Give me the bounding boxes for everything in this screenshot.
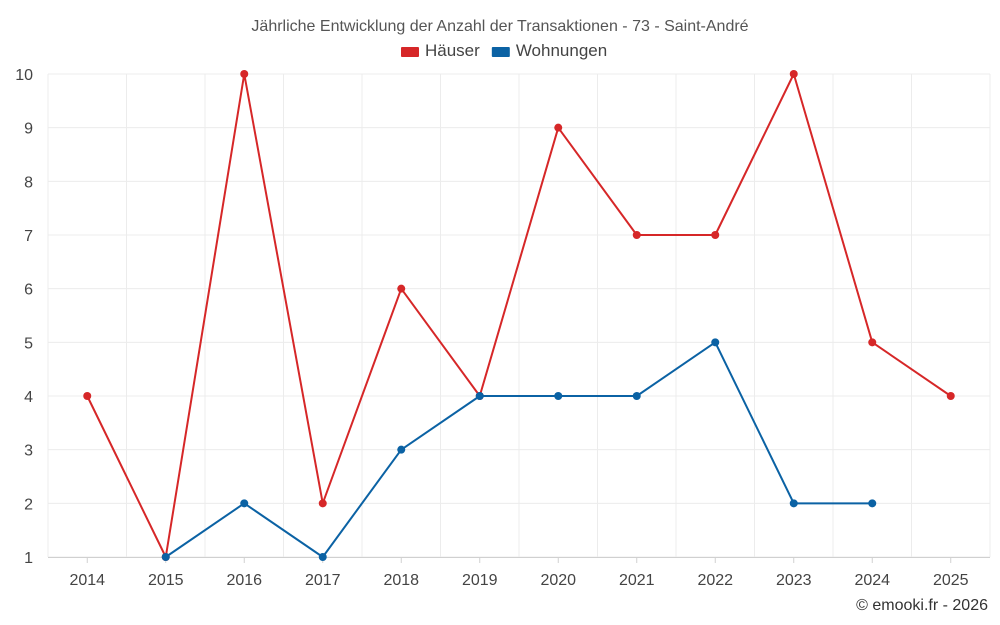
legend-swatch xyxy=(401,47,419,57)
grid xyxy=(47,73,991,558)
y-tick-label: 4 xyxy=(24,389,33,406)
data-point[interactable] xyxy=(554,123,563,132)
data-point[interactable] xyxy=(397,284,406,293)
x-tick-label: 2017 xyxy=(305,572,341,589)
chart-title: Jährliche Entwicklung der Anzahl der Tra… xyxy=(251,18,748,35)
data-point[interactable] xyxy=(946,392,955,400)
y-tick-label: 1 xyxy=(24,550,33,567)
data-point[interactable] xyxy=(789,499,798,508)
data-point[interactable] xyxy=(397,445,406,454)
series-wohnungen xyxy=(161,338,877,561)
data-point[interactable] xyxy=(868,499,877,508)
data-point[interactable] xyxy=(318,499,327,508)
x-tick-label: 2016 xyxy=(226,572,262,589)
legend-swatch xyxy=(491,47,510,57)
data-point[interactable] xyxy=(711,231,720,239)
legend: Häuser Wohnungen xyxy=(401,41,607,60)
x-tick-label: 2020 xyxy=(540,572,576,589)
series-line xyxy=(86,73,952,558)
x-tick-label: 2015 xyxy=(148,572,184,589)
legend-label: Häuser xyxy=(425,41,480,60)
y-tick-label: 5 xyxy=(24,335,33,352)
y-tick-label: 8 xyxy=(24,174,33,191)
legend-label: Wohnungen xyxy=(516,41,607,60)
data-point[interactable] xyxy=(240,70,249,78)
y-tick-label: 7 xyxy=(24,228,33,245)
series-layer xyxy=(83,70,955,561)
y-tick-label: 2 xyxy=(24,496,33,513)
data-point[interactable] xyxy=(868,338,877,347)
data-point[interactable] xyxy=(318,553,327,561)
data-point[interactable] xyxy=(711,338,720,347)
x-tick-label: 2023 xyxy=(776,572,812,589)
x-tick-label: 2022 xyxy=(697,572,733,589)
y-tick-label: 3 xyxy=(24,443,33,460)
x-tick-label: 2024 xyxy=(854,572,890,589)
data-point[interactable] xyxy=(161,553,170,561)
credit-text: © emooki.fr - 2026 xyxy=(856,597,988,614)
x-tick-label: 2019 xyxy=(462,572,498,589)
y-tick-label: 6 xyxy=(24,282,33,299)
legend-item-häuser[interactable]: Häuser xyxy=(401,41,480,60)
data-point[interactable] xyxy=(240,499,249,508)
data-point[interactable] xyxy=(789,70,798,78)
x-tick-label: 2021 xyxy=(619,572,655,589)
x-tick-label: 2014 xyxy=(69,572,105,589)
legend-item-wohnungen[interactable]: Wohnungen xyxy=(491,41,607,60)
y-tick-label: 9 xyxy=(24,121,33,138)
data-point[interactable] xyxy=(83,392,92,400)
data-point[interactable] xyxy=(632,231,641,239)
x-tick-label: 2025 xyxy=(933,572,969,589)
x-tick-label: 2018 xyxy=(383,572,419,589)
data-point[interactable] xyxy=(475,392,484,400)
y-tick-label: 10 xyxy=(15,67,33,84)
data-point[interactable] xyxy=(632,392,641,400)
axes: 1 2 3 4 5 6 7 8 9 10 2014 2015 2016 2017 2018 2019 2020 2… xyxy=(15,67,990,589)
data-point[interactable] xyxy=(554,392,563,400)
series-line xyxy=(165,341,873,558)
